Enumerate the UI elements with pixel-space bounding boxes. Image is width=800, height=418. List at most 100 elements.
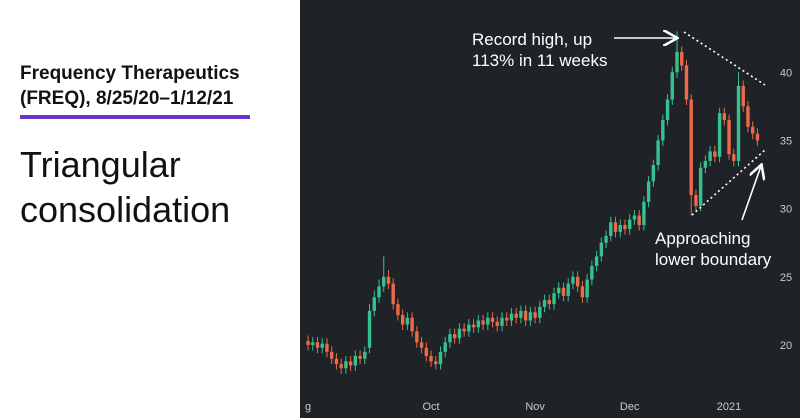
annotation: lower boundary <box>655 250 772 269</box>
candle-body <box>585 279 589 298</box>
candle-body <box>651 165 656 182</box>
candle-body <box>382 276 386 287</box>
candle-body <box>750 126 755 134</box>
candle-body <box>424 347 429 356</box>
candle-body <box>429 355 433 362</box>
x-tick-label: Oct <box>422 401 439 413</box>
candle-body <box>528 312 533 321</box>
candle-body <box>306 340 310 346</box>
candle-body <box>552 293 556 305</box>
candle-body <box>594 256 599 266</box>
candle-body <box>509 313 514 321</box>
subtitle: consolidation <box>20 189 230 230</box>
candle-body <box>471 324 476 328</box>
candle-body <box>415 331 419 343</box>
candle-body <box>386 276 391 284</box>
candle-body <box>339 364 343 369</box>
candle-body <box>391 283 395 305</box>
candle-body <box>400 315 405 325</box>
title-rule <box>20 115 250 119</box>
candle-body <box>656 140 660 166</box>
candle-body <box>348 361 353 366</box>
candle-body <box>396 304 400 316</box>
candle-body <box>675 51 679 73</box>
candle-body <box>642 201 646 226</box>
candle-body <box>462 328 466 332</box>
candle-body <box>646 181 651 202</box>
candle-body <box>670 72 674 100</box>
y-tick-label: 25 <box>780 272 792 284</box>
candle-body <box>571 276 575 284</box>
chart-title: Frequency Therapeutics <box>20 63 240 84</box>
candle-body <box>727 120 731 155</box>
candle-body <box>575 276 580 287</box>
candle-body <box>481 320 485 325</box>
candle-body <box>495 321 499 326</box>
candle-body <box>490 317 495 322</box>
candle-body <box>623 225 627 230</box>
candle-body <box>325 343 329 352</box>
candle-body <box>628 219 632 230</box>
candle-body <box>505 317 509 321</box>
candle-body <box>580 286 585 298</box>
candle-body <box>434 361 438 365</box>
candle-body <box>599 242 604 257</box>
candle-body <box>438 351 443 365</box>
candle-body <box>746 106 750 127</box>
candle-body <box>358 355 362 359</box>
candle-body <box>523 310 528 321</box>
candle-body <box>344 361 348 369</box>
candle-body <box>377 286 381 298</box>
candle-body <box>519 310 523 318</box>
candle-body <box>703 160 708 168</box>
candle-body <box>566 283 570 296</box>
candle-body <box>500 317 504 326</box>
y-tick-label: 20 <box>780 340 792 352</box>
candle-body <box>353 355 358 366</box>
candle-body <box>632 215 637 220</box>
candle-body <box>538 306 542 318</box>
lower-trendline <box>691 149 766 216</box>
candle-body <box>311 342 315 346</box>
y-tick-label: 30 <box>780 204 792 216</box>
candle-body <box>448 334 452 343</box>
candle-body <box>637 215 641 226</box>
candle-body <box>476 320 481 328</box>
candle-body <box>561 287 566 296</box>
candle-body <box>604 235 608 243</box>
candle-body <box>452 334 457 339</box>
candle-body <box>722 113 727 121</box>
candle-body <box>533 312 537 318</box>
chart-title: (FREQ), 8/25/20–1/12/21 <box>20 88 234 109</box>
x-tick-label: 2021 <box>717 401 741 413</box>
candle-body <box>329 351 334 359</box>
annotation: Approaching <box>655 229 750 248</box>
annotation: 113% in 11 weeks <box>472 51 607 70</box>
candle-body <box>367 310 372 348</box>
candle-body <box>755 133 760 141</box>
candle-body <box>713 151 717 157</box>
candle-body <box>443 342 447 352</box>
candle-body <box>405 317 410 325</box>
candle-body <box>609 222 613 236</box>
candle-body <box>467 324 471 332</box>
candle-body <box>684 65 689 100</box>
candle-body <box>590 265 594 280</box>
candle-body <box>457 328 462 339</box>
y-tick-label: 40 <box>780 67 792 79</box>
upper-trendline <box>683 31 766 86</box>
candle-body <box>618 225 622 232</box>
left-panel <box>0 0 300 418</box>
subtitle: Triangular <box>20 144 181 185</box>
candle-body <box>514 313 518 318</box>
candle-body <box>689 99 693 196</box>
candle-body <box>542 300 547 307</box>
candle-body <box>363 351 367 359</box>
candle-body <box>661 120 665 141</box>
plot-background <box>300 0 800 418</box>
candle-body <box>680 51 684 66</box>
candle-body <box>419 342 424 348</box>
x-tick-label: Nov <box>525 401 545 413</box>
candle-body <box>736 85 741 161</box>
candle-body <box>372 297 376 311</box>
